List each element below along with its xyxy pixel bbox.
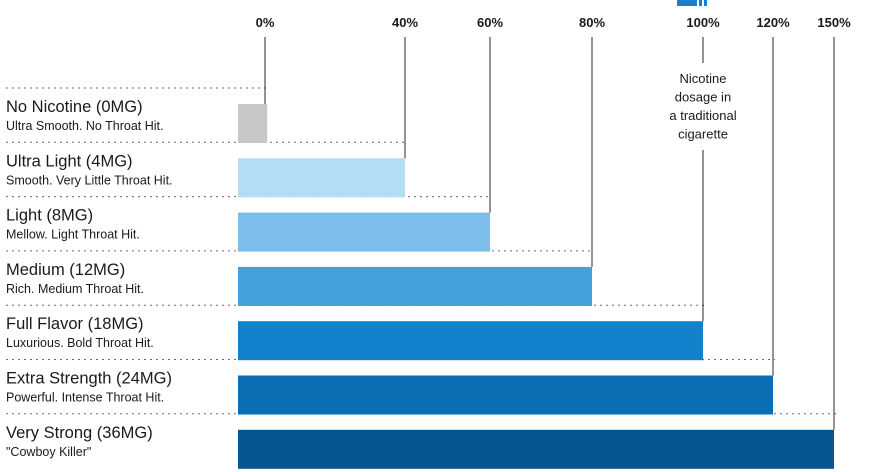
tick-label: 120% [756, 15, 790, 30]
bar [238, 321, 703, 361]
bar [238, 212, 490, 252]
bar [238, 266, 592, 306]
bar [238, 104, 268, 143]
x-axis-ticks: 0% 40% 60% 80% 100% 120% 150% [256, 15, 851, 430]
tick-label: 60% [477, 15, 503, 30]
tick-label: 150% [817, 15, 851, 30]
category-title: Medium (12MG) [6, 261, 125, 279]
cigarette-pack-icon [677, 0, 697, 6]
category-title: Ultra Light (4MG) [6, 152, 133, 170]
cigarette-pack-icon [699, 0, 702, 6]
annotation-line: cigarette [678, 127, 728, 142]
annotation-line: Nicotine [680, 71, 727, 86]
category-subtitle: "Cowboy Killer" [6, 445, 91, 459]
category-subtitle: Luxurious. Bold Throat Hit. [6, 336, 154, 350]
bar [238, 375, 773, 415]
category-title: Full Flavor (18MG) [6, 315, 144, 333]
bar [238, 429, 834, 469]
category-subtitle: Smooth. Very Little Throat Hit. [6, 173, 173, 187]
category-labels: No Nicotine (0MG) Ultra Smooth. No Throat… [6, 98, 173, 459]
tick-label: 0% [256, 15, 275, 30]
tick-label: 80% [579, 15, 605, 30]
cigarette-pack-icon [704, 0, 707, 6]
annotation-line: dosage in [675, 90, 731, 105]
tick-label: 100% [686, 15, 720, 30]
category-subtitle: Mellow. Light Throat Hit. [6, 228, 140, 242]
tick-label: 40% [392, 15, 418, 30]
category-title: No Nicotine (0MG) [6, 98, 143, 116]
category-subtitle: Ultra Smooth. No Throat Hit. [6, 119, 163, 133]
category-title: Light (8MG) [6, 207, 93, 225]
annotation: Nicotine dosage in a traditional cigarette [669, 0, 737, 142]
category-title: Very Strong (36MG) [6, 424, 153, 442]
annotation-line: a traditional [669, 108, 736, 123]
category-title: Extra Strength (24MG) [6, 370, 172, 388]
category-subtitle: Rich. Medium Throat Hit. [6, 282, 144, 296]
bars [238, 104, 834, 469]
category-subtitle: Powerful. Intense Throat Hit. [6, 391, 164, 405]
bar [238, 158, 405, 198]
